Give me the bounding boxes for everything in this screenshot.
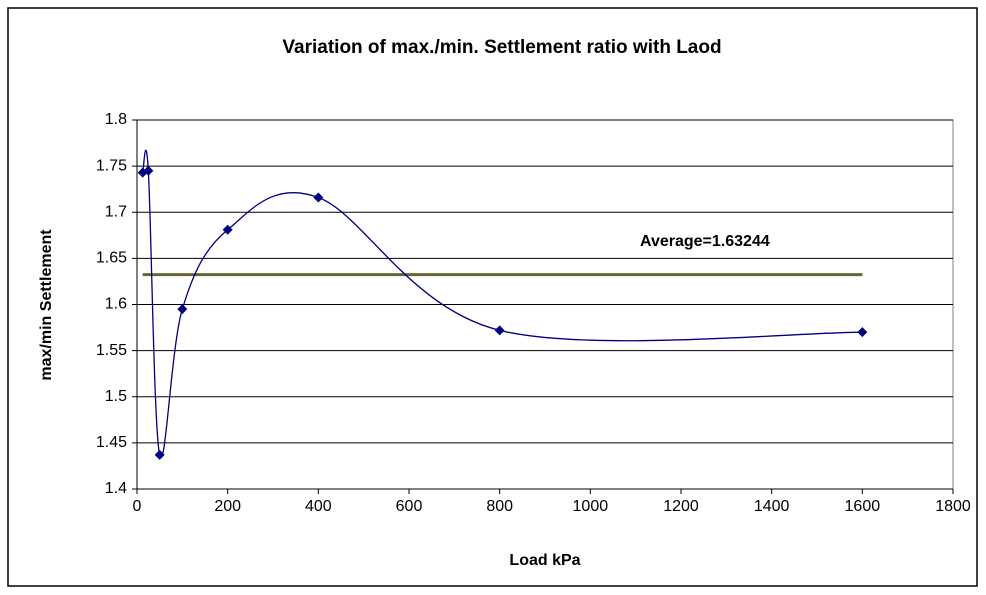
x-tick-label: 400 <box>305 498 332 515</box>
chart-title: Variation of max./min. Settlement ratio … <box>282 37 721 58</box>
x-tick-label: 1000 <box>573 498 609 515</box>
x-tick-label: 200 <box>214 498 241 515</box>
y-tick-label: 1.7 <box>105 203 127 220</box>
y-tick-label: 1.6 <box>105 296 127 313</box>
y-tick-label: 1.55 <box>96 342 127 359</box>
series-line <box>142 149 863 459</box>
y-tick-label: 1.8 <box>105 111 127 128</box>
x-tick-label: 0 <box>133 498 142 515</box>
data-point <box>177 304 188 315</box>
x-tick-label: 600 <box>396 498 423 515</box>
y-tick-label: 1.75 <box>96 157 127 174</box>
x-tick-label: 1600 <box>845 498 881 515</box>
data-point <box>494 325 505 336</box>
y-tick-label: 1.65 <box>96 250 127 267</box>
y-axis-label: max/min Settlement <box>38 229 55 381</box>
data-point <box>154 449 165 460</box>
x-tick-label: 1800 <box>935 498 971 515</box>
data-point <box>143 165 154 176</box>
x-axis-label: Load kPa <box>509 552 580 569</box>
data-point <box>857 327 868 338</box>
y-tick-label: 1.45 <box>96 434 127 451</box>
y-tick-label: 1.4 <box>105 480 127 497</box>
y-tick-label: 1.5 <box>105 388 127 405</box>
x-tick-label: 1400 <box>754 498 790 515</box>
data-point <box>222 224 233 235</box>
x-tick-label: 1200 <box>663 498 699 515</box>
data-point <box>313 192 324 203</box>
x-tick-label: 800 <box>486 498 513 515</box>
average-label: Average=1.63244 <box>640 233 770 250</box>
